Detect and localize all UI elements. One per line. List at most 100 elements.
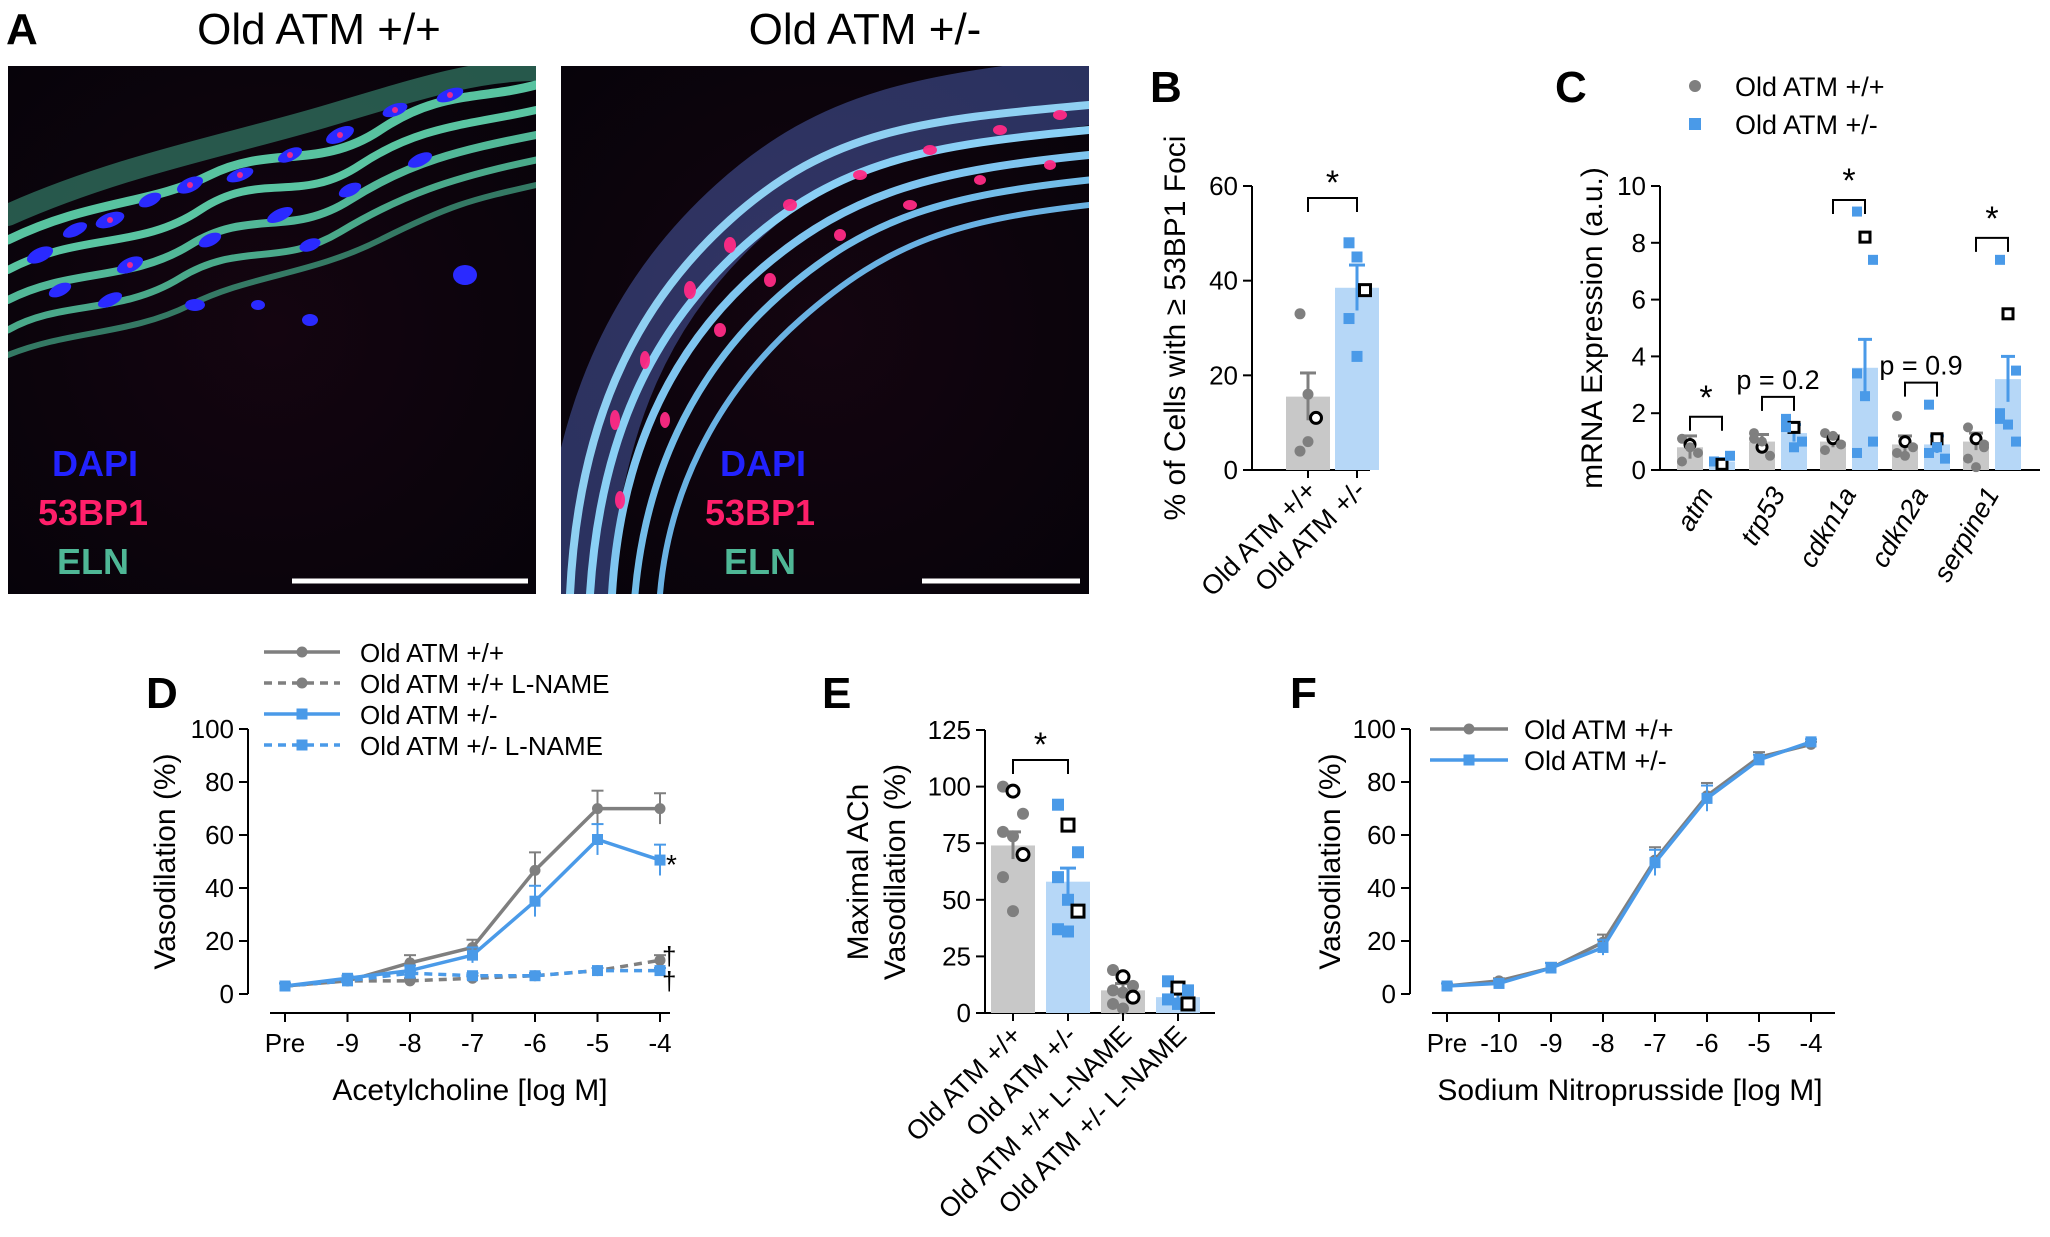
data-point	[1995, 254, 2005, 265]
x-tick-label: Pre	[265, 1028, 305, 1058]
y-tick-label: 50	[942, 885, 971, 915]
data-point	[1107, 997, 1119, 1010]
legend-label: Old ATM +/-	[1524, 746, 1667, 776]
legend-label: Old ATM +/+ L-NAME	[360, 669, 609, 699]
data-point	[1924, 447, 1934, 458]
stain-label-dapi: DAPI	[52, 443, 138, 484]
data-point	[1753, 754, 1765, 766]
y-tick-label: 0	[1632, 455, 1646, 485]
y-axis-label: Vasodilation (%)	[879, 764, 912, 980]
data-point	[1725, 450, 1735, 461]
data-point	[1351, 350, 1363, 362]
panel-letter-b: B	[1150, 63, 1182, 112]
data-point	[467, 970, 478, 982]
data-point	[1052, 871, 1064, 884]
y-axis-label: % of Cells with ≥ 53BP1 Foci	[1159, 136, 1192, 521]
data-point	[1963, 453, 1973, 464]
legend: Old ATM +/+Old ATM +/-	[1689, 72, 1885, 140]
x-tick-label: Pre	[1427, 1028, 1467, 1058]
data-point	[1060, 817, 1076, 833]
data-point	[1701, 792, 1713, 804]
x-tick-label: serpine1	[1927, 482, 2005, 587]
data-point	[1294, 308, 1306, 320]
y-axis-label: Vasodilation (%)	[149, 753, 182, 969]
data-point	[1127, 979, 1139, 992]
data-point	[654, 954, 666, 966]
panel-letter-d: D	[146, 669, 178, 718]
legend: Old ATM +/+Old ATM +/-	[1430, 715, 1674, 776]
legend-marker-wt	[1689, 80, 1701, 92]
data-point	[1294, 445, 1306, 457]
data-point	[1930, 432, 1944, 446]
panel-a: A Old ATM +/+ Old ATM +/-	[6, 5, 1089, 594]
data-point	[1649, 857, 1661, 869]
x-tick-label: cdkn2a	[1865, 482, 1935, 572]
legend-marker	[1463, 723, 1475, 735]
image-title-het: Old ATM +/-	[749, 5, 982, 54]
data-point	[1115, 969, 1131, 985]
data-point	[1180, 996, 1196, 1012]
legend-marker	[296, 739, 308, 751]
significance-label: p = 0.9	[1879, 351, 1962, 381]
x-tick-label: -9	[336, 1028, 359, 1058]
data-point	[1017, 807, 1029, 820]
data-point	[1693, 447, 1703, 458]
data-point	[1715, 457, 1729, 471]
legend-label-wt: Old ATM +/+	[1735, 72, 1885, 102]
data-point	[1685, 442, 1695, 453]
x-tick-label: -5	[1747, 1028, 1770, 1058]
y-axis-label: mRNA Expression (a.u.)	[1576, 167, 1609, 489]
data-point	[404, 967, 416, 979]
legend-label: Old ATM +/-	[360, 700, 498, 730]
panel-letter-a: A	[6, 5, 38, 54]
y-tick-label: 60	[1209, 171, 1238, 201]
data-point	[2011, 365, 2021, 376]
x-tick-label: -5	[586, 1028, 609, 1058]
significance-label: *	[1699, 379, 1712, 417]
panel-letter-f: F	[1290, 669, 1317, 718]
data-point	[1107, 984, 1119, 997]
data-point	[654, 965, 666, 977]
y-tick-label: 20	[205, 926, 234, 956]
y-tick-label: 100	[928, 772, 971, 802]
y-tick-label: 0	[957, 998, 971, 1028]
x-tick-label: -10	[1480, 1028, 1518, 1058]
significance-label: *	[1842, 162, 1855, 200]
x-axis-label: Sodium Nitroprusside [log M]	[1437, 1074, 1822, 1107]
x-tick-label: -4	[648, 1028, 671, 1058]
y-tick-label: 20	[1209, 360, 1238, 390]
x-tick-label: -8	[398, 1028, 421, 1058]
legend-label: Old ATM +/+	[360, 638, 504, 668]
data-point	[1007, 905, 1019, 918]
data-point	[1107, 963, 1119, 976]
bar	[1335, 287, 1379, 470]
data-point	[1969, 432, 1983, 446]
data-point	[1493, 977, 1505, 989]
data-point	[1852, 368, 1862, 379]
data-point	[1892, 447, 1902, 458]
data-point	[1820, 445, 1830, 456]
series-line	[284, 837, 661, 988]
data-point	[1302, 388, 1314, 400]
y-tick-label: 6	[1632, 285, 1646, 315]
data-point	[1062, 893, 1074, 906]
data-point	[467, 949, 478, 961]
legend-marker	[296, 677, 308, 689]
x-tick-label: -6	[1695, 1028, 1718, 1058]
data-point	[529, 970, 541, 982]
series-line	[1446, 740, 1812, 988]
data-point	[1940, 453, 1950, 464]
data-point	[1005, 783, 1021, 799]
data-point	[279, 980, 291, 992]
y-tick-label: 4	[1632, 341, 1646, 371]
y-tick-label: 40	[205, 873, 234, 903]
x-tick-label: -9	[1539, 1028, 1562, 1058]
bar	[991, 845, 1035, 1013]
data-point	[2003, 419, 2013, 430]
data-point	[1117, 1002, 1129, 1015]
significance-label: *	[1985, 200, 1998, 238]
annotation: †	[662, 941, 676, 971]
data-point	[1898, 435, 1912, 449]
data-point	[1677, 456, 1687, 467]
y-tick-label: 25	[942, 941, 971, 971]
